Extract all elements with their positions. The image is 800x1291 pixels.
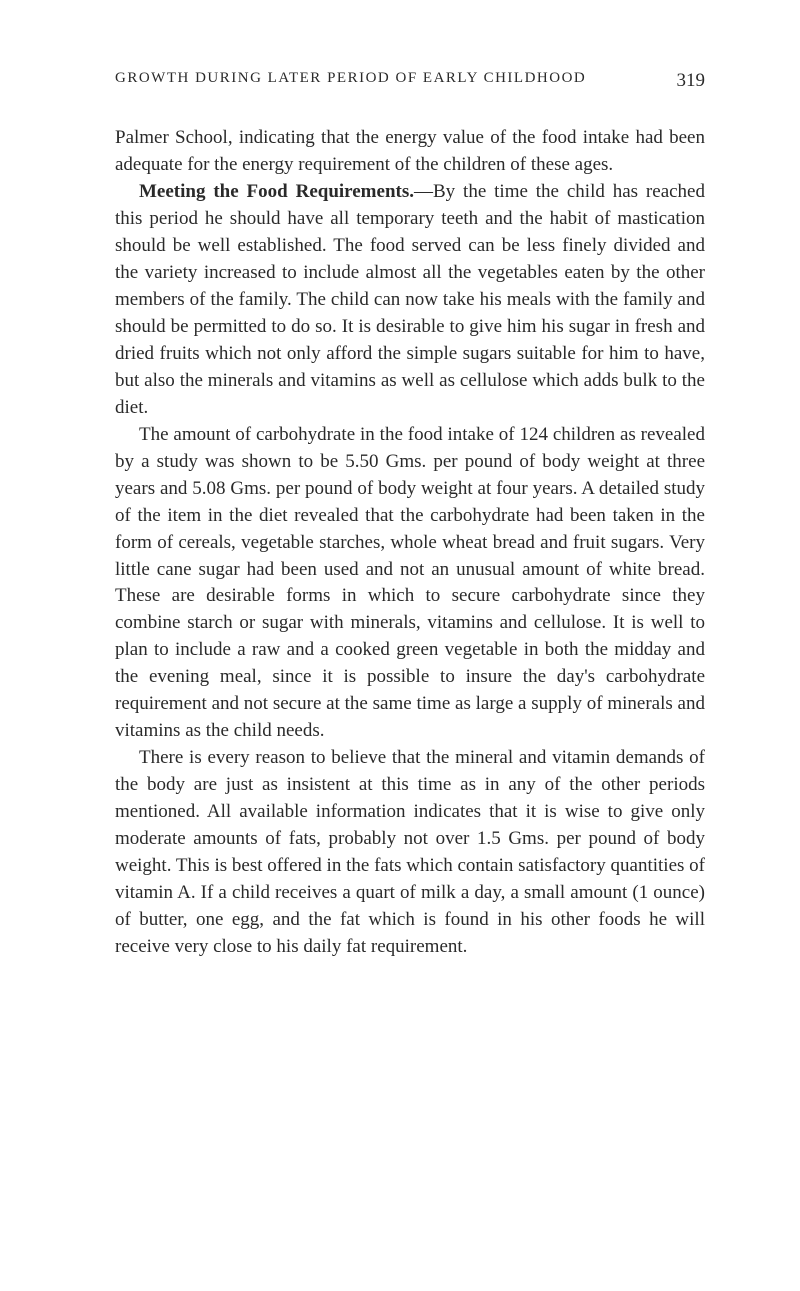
page-header: GROWTH DURING LATER PERIOD OF EARLY CHIL… [115,70,705,87]
paragraph-4-text: There is every reason to believe that th… [115,747,705,957]
page-number: 319 [677,70,706,92]
paragraph-4: There is every reason to believe that th… [115,745,705,961]
section-heading: Meeting the Food Requirements. [139,181,414,202]
paragraph-1-text: Palmer School, indicating that the energ… [115,127,705,175]
paragraph-2-text: —By the time the child has reached this … [115,181,705,418]
paragraph-2: Meeting the Food Requirements.—By the ti… [115,179,705,422]
paragraph-3-text: The amount of carbohydrate in the food i… [115,424,705,742]
paragraph-3: The amount of carbohydrate in the food i… [115,422,705,746]
running-title: GROWTH DURING LATER PERIOD OF EARLY CHIL… [115,70,586,86]
paragraph-1: Palmer School, indicating that the energ… [115,125,705,179]
